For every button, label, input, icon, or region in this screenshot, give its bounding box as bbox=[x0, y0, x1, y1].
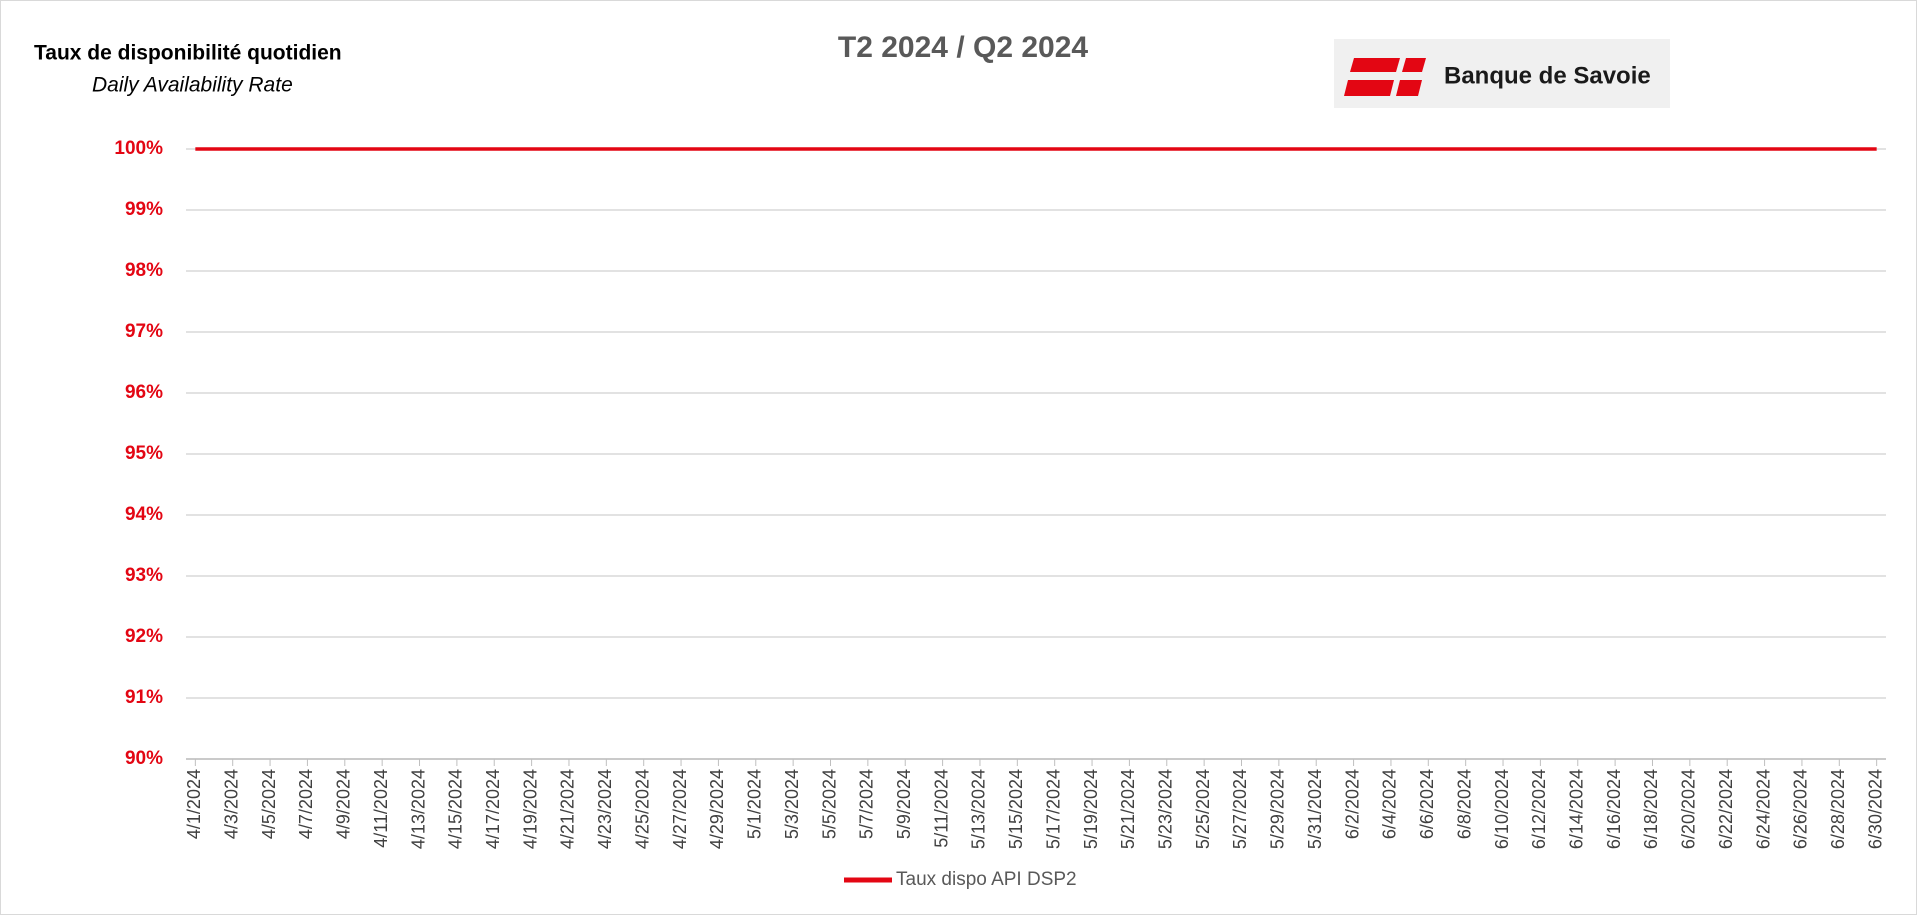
x-tick-label: 6/18/2024 bbox=[1641, 769, 1661, 849]
x-tick-label: 5/11/2024 bbox=[931, 769, 951, 848]
x-tick-label: 5/25/2024 bbox=[1193, 769, 1213, 849]
x-tick-label: 5/31/2024 bbox=[1305, 769, 1325, 849]
x-tick-label: 6/8/2024 bbox=[1454, 769, 1474, 839]
x-tick-label: 6/30/2024 bbox=[1865, 769, 1885, 849]
x-tick-label: 4/11/2024 bbox=[371, 769, 391, 848]
x-tick-label: 4/23/2024 bbox=[595, 769, 615, 849]
logo-mark bbox=[1344, 80, 1394, 96]
x-tick-label: 5/5/2024 bbox=[819, 769, 839, 839]
x-tick-label: 6/2/2024 bbox=[1342, 769, 1362, 839]
x-tick-label: 4/5/2024 bbox=[259, 769, 279, 839]
x-tick-label: 5/9/2024 bbox=[894, 769, 914, 839]
header-subtitle: Daily Availability Rate bbox=[92, 74, 293, 97]
x-tick-label: 6/12/2024 bbox=[1529, 769, 1549, 849]
y-tick-label: 90% bbox=[125, 748, 163, 769]
x-tick-label: 5/15/2024 bbox=[1006, 769, 1026, 849]
x-tick-label: 4/25/2024 bbox=[632, 769, 652, 849]
x-tick-label: 4/13/2024 bbox=[408, 769, 428, 849]
x-tick-label: 6/10/2024 bbox=[1492, 769, 1512, 849]
x-tick-label: 4/29/2024 bbox=[707, 769, 727, 849]
y-tick-label: 94% bbox=[125, 504, 163, 525]
x-tick-label: 4/21/2024 bbox=[558, 769, 578, 849]
x-tick-label: 6/14/2024 bbox=[1567, 769, 1587, 849]
x-tick-label: 4/15/2024 bbox=[446, 769, 466, 849]
y-tick-label: 98% bbox=[125, 260, 163, 281]
x-tick-label: 4/19/2024 bbox=[520, 769, 540, 849]
logo-background bbox=[1334, 39, 1670, 108]
chart-title: T2 2024 / Q2 2024 bbox=[838, 31, 1088, 64]
y-tick-label: 100% bbox=[114, 138, 163, 159]
x-tick-label: 6/4/2024 bbox=[1380, 769, 1400, 839]
x-tick-label: 6/28/2024 bbox=[1828, 769, 1848, 849]
x-tick-label: 5/29/2024 bbox=[1268, 769, 1288, 849]
x-tick-label: 4/17/2024 bbox=[483, 769, 503, 849]
y-tick-label: 97% bbox=[125, 321, 163, 342]
x-tick-label: 5/1/2024 bbox=[745, 769, 765, 839]
x-tick-label: 6/20/2024 bbox=[1679, 769, 1699, 849]
x-tick-label: 5/23/2024 bbox=[1156, 769, 1176, 849]
x-tick-label: 5/7/2024 bbox=[857, 769, 877, 839]
y-tick-label: 95% bbox=[125, 443, 163, 464]
logo-mark bbox=[1350, 58, 1400, 72]
x-tick-label: 6/26/2024 bbox=[1791, 769, 1811, 849]
x-tick-label: 6/16/2024 bbox=[1604, 769, 1624, 849]
x-tick-label: 5/19/2024 bbox=[1081, 769, 1101, 849]
header-title: Taux de disponibilité quotidien bbox=[34, 42, 342, 65]
x-tick-label: 5/3/2024 bbox=[782, 769, 802, 839]
x-tick-label: 6/24/2024 bbox=[1753, 769, 1773, 849]
x-tick-label: 5/27/2024 bbox=[1230, 769, 1250, 849]
logo-mark bbox=[1402, 58, 1426, 72]
x-tick-label: 5/13/2024 bbox=[969, 769, 989, 849]
y-tick-label: 91% bbox=[125, 687, 163, 708]
x-tick-label: 6/6/2024 bbox=[1417, 769, 1437, 839]
x-tick-label: 5/17/2024 bbox=[1043, 769, 1063, 849]
logo: Banque de Savoie bbox=[1334, 39, 1670, 108]
x-tick-label: 4/7/2024 bbox=[296, 769, 316, 839]
legend-label: Taux dispo API DSP2 bbox=[896, 869, 1077, 890]
x-tick-label: 4/27/2024 bbox=[670, 769, 690, 849]
x-tick-label: 6/22/2024 bbox=[1716, 769, 1736, 849]
x-tick-label: 4/3/2024 bbox=[221, 769, 241, 839]
x-tick-label: 4/9/2024 bbox=[334, 769, 354, 839]
logo-mark bbox=[1396, 80, 1422, 96]
logo-text: Banque de Savoie bbox=[1444, 62, 1651, 89]
y-tick-label: 96% bbox=[125, 382, 163, 403]
x-tick-label: 4/1/2024 bbox=[184, 769, 204, 839]
y-tick-label: 92% bbox=[125, 626, 163, 647]
y-tick-label: 99% bbox=[125, 199, 163, 220]
x-tick-label: 5/21/2024 bbox=[1118, 769, 1138, 849]
y-tick-label: 93% bbox=[125, 565, 163, 586]
